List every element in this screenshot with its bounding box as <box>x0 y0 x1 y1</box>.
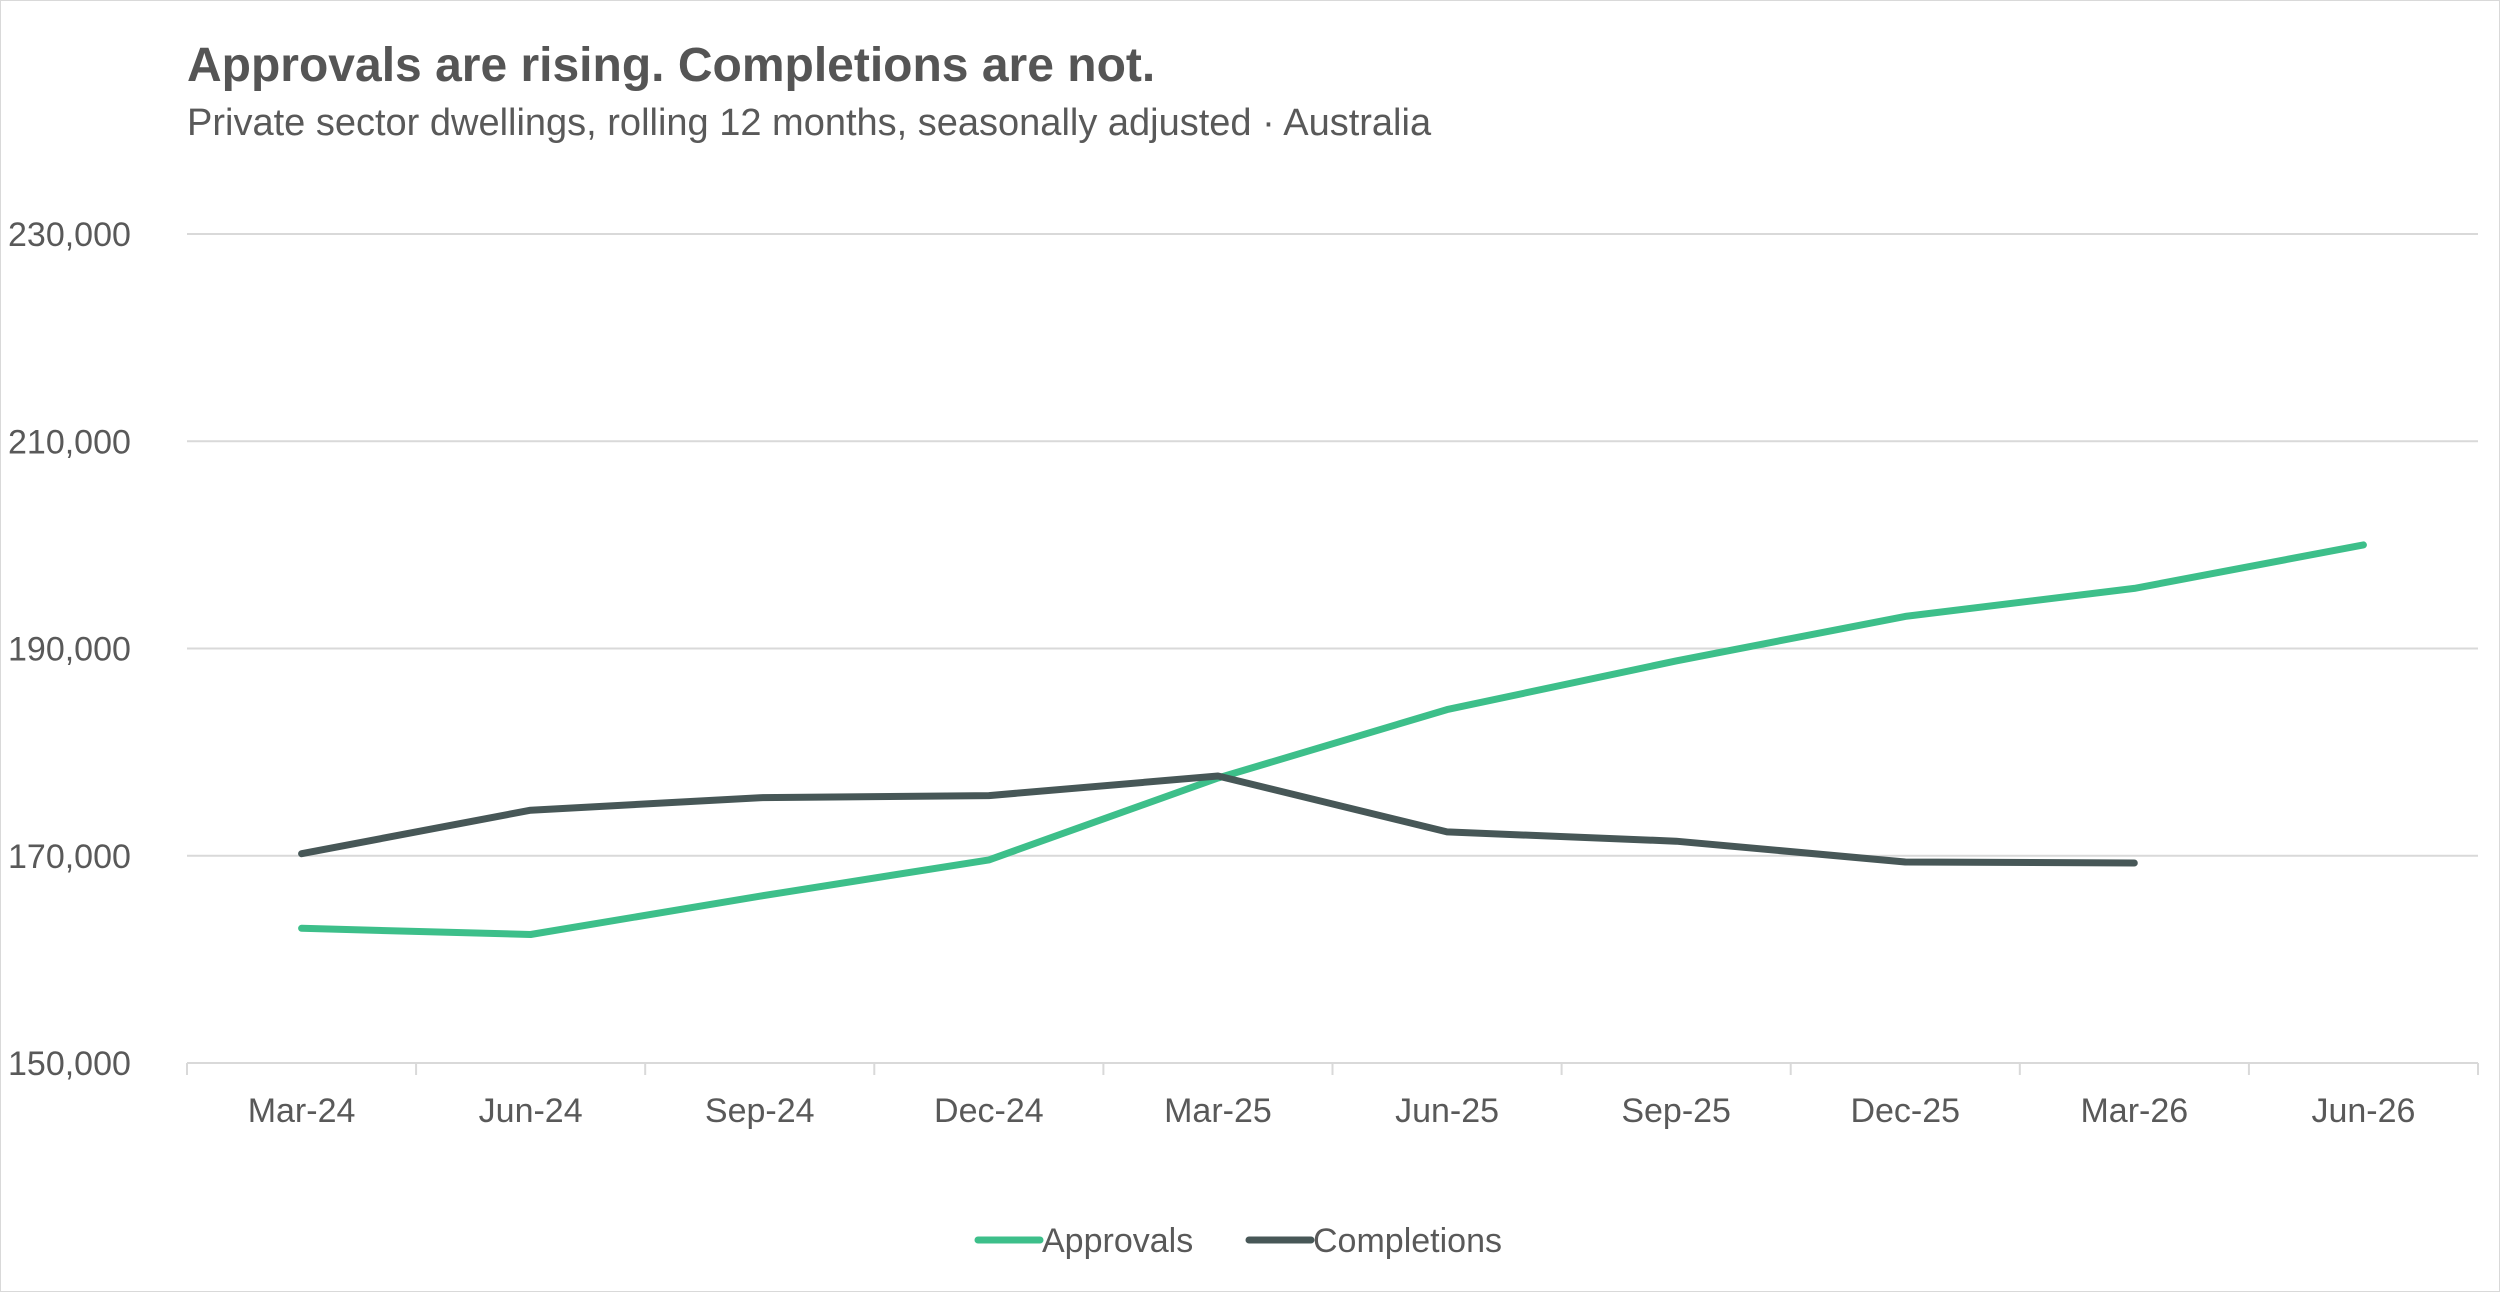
gridlines <box>187 233 2478 857</box>
x-tick-label: Mar-24 <box>248 1092 356 1130</box>
x-tick-label: Jun-24 <box>479 1092 583 1130</box>
x-tick-label: Dec-24 <box>934 1092 1044 1130</box>
x-axis-labels: Mar-24 Jun-24 Sep-24 Dec-24 Mar-25 Jun-25 Sep-… <box>248 1092 2416 1130</box>
x-tick-label: Jun-25 <box>1395 1092 1499 1130</box>
chart-subtitle: Private sector dwellings, rolling 12 mon… <box>187 102 1432 144</box>
y-axis-labels: 150,000 170,000 190,000 210,000 230,000 <box>8 216 131 1083</box>
y-tick-label: 230,000 <box>8 216 131 254</box>
y-tick-label: 210,000 <box>8 423 131 461</box>
series-line-approvals <box>298 541 2367 938</box>
y-tick-label: 170,000 <box>8 838 131 876</box>
x-tick-label: Dec-25 <box>1850 1092 1960 1130</box>
x-tick-label: Mar-25 <box>1164 1092 1272 1130</box>
legend-label-approvals: Approvals <box>1042 1222 1193 1260</box>
legend-label-completions: Completions <box>1313 1222 1502 1260</box>
x-axis <box>186 1062 2479 1075</box>
x-tick-label: Sep-24 <box>705 1092 815 1130</box>
x-tick-label: Sep-25 <box>1621 1092 1731 1130</box>
legend: Approvals Completions <box>974 1222 1502 1260</box>
y-tick-label: 150,000 <box>8 1045 131 1083</box>
x-tick-label: Jun-26 <box>2311 1092 2415 1130</box>
y-tick-label: 190,000 <box>8 631 131 669</box>
x-tick-label: Mar-26 <box>2080 1092 2188 1130</box>
series-lines <box>298 541 2367 938</box>
chart-title: Approvals are rising. Completions are no… <box>187 39 1156 92</box>
series-line-completions <box>298 772 2138 867</box>
